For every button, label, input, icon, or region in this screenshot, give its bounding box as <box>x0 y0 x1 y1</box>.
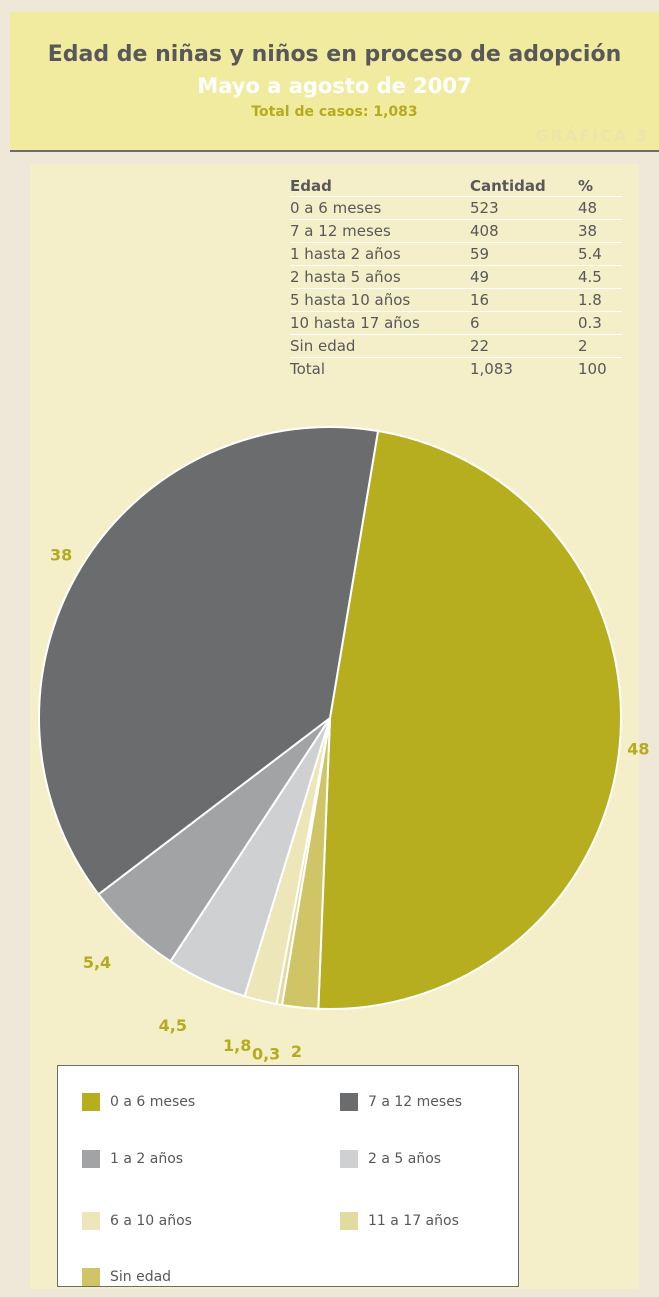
table-cell-percent: 1.8 <box>578 288 622 312</box>
legend-item: 2 a 5 años <box>340 1150 441 1168</box>
data-table: Edad Cantidad % 0 a 6 meses 523 48 7 a 12 m… <box>290 176 622 380</box>
table-row: 0 a 6 meses 523 48 <box>290 196 622 220</box>
table-cell-percent: 0.3 <box>578 311 622 335</box>
chart-subtitle: Mayo a agosto de 2007 <box>197 74 472 98</box>
table-cell-percent: 4.5 <box>578 265 622 289</box>
table-cell-percent: 2 <box>578 334 622 358</box>
legend: 0 a 6 meses 7 a 12 meses 1 a 2 años 2 a 5 a… <box>57 1065 519 1287</box>
legend-label: 1 a 2 años <box>110 1151 184 1167</box>
table-cell-quantity: 16 <box>470 288 578 312</box>
table-row: 1 hasta 2 años 59 5.4 <box>290 242 622 266</box>
total-cases: Total de casos: 1,083 <box>251 104 418 120</box>
table-cell-percent: 38 <box>578 219 622 243</box>
table-cell-quantity: 6 <box>470 311 578 335</box>
table-row: 5 hasta 10 años 16 1.8 <box>290 288 622 312</box>
table-header-row: Edad Cantidad % <box>290 176 622 197</box>
legend-item: 0 a 6 meses <box>82 1093 195 1111</box>
pie-slice-label: 2 <box>291 1042 302 1061</box>
legend-label: 6 a 10 años <box>110 1213 192 1229</box>
column-header-age: Edad <box>290 177 332 195</box>
table-cell-percent: 100 <box>578 357 622 380</box>
table-cell-quantity: 523 <box>470 196 578 220</box>
legend-label: 0 a 6 meses <box>110 1094 196 1110</box>
legend-item: 1 a 2 años <box>82 1150 183 1168</box>
legend-swatch <box>340 1212 358 1230</box>
column-header-quantity: Cantidad <box>470 177 546 195</box>
table-cell-percent: 48 <box>578 196 622 220</box>
legend-swatch <box>82 1212 100 1230</box>
legend-swatch <box>82 1150 100 1168</box>
legend-label: 7 a 12 meses <box>368 1094 463 1110</box>
pie-slice-label: 38 <box>50 545 72 564</box>
column-header-percent: % <box>578 177 594 195</box>
chart-title: Edad de niñas y niños en proceso de adop… <box>47 42 622 67</box>
pie-slice-label: 5,4 <box>83 953 111 972</box>
table-row: 10 hasta 17 años 6 0.3 <box>290 311 622 335</box>
chart-header: Edad de niñas y niños en proceso de adop… <box>10 12 659 152</box>
legend-swatch <box>82 1093 100 1111</box>
legend-item: Sin edad <box>82 1268 171 1286</box>
table-cell-quantity: 1,083 <box>470 357 578 380</box>
table-cell-age: 1 hasta 2 años <box>290 242 470 266</box>
pie-slice-label: 48 <box>627 739 649 758</box>
legend-label: 11 a 17 años <box>368 1213 459 1229</box>
legend-label: 2 a 5 años <box>368 1151 442 1167</box>
table-row: Sin edad 22 2 <box>290 334 622 358</box>
pie-slice-label: 0,3 <box>252 1044 280 1063</box>
table-cell-quantity: 49 <box>470 265 578 289</box>
table-cell-quantity: 22 <box>470 334 578 358</box>
legend-swatch <box>340 1093 358 1111</box>
table-row: 2 hasta 5 años 49 4.5 <box>290 265 622 289</box>
table-cell-quantity: 408 <box>470 219 578 243</box>
chart-number-tag: GRÁFICA 3 <box>535 126 649 145</box>
legend-swatch <box>340 1150 358 1168</box>
table-cell-age: 5 hasta 10 años <box>290 288 470 312</box>
table-cell-age: 2 hasta 5 años <box>290 265 470 289</box>
table-cell-age: Sin edad <box>290 334 470 358</box>
pie-slice <box>317 429 623 1010</box>
table-cell-age: 10 hasta 17 años <box>290 311 470 335</box>
pie-slice-label: 1,8 <box>223 1036 251 1055</box>
pie-slice <box>38 426 380 896</box>
table-cell-quantity: 59 <box>470 242 578 266</box>
table-cell-percent: 5.4 <box>578 242 622 266</box>
legend-item: 11 a 17 años <box>340 1212 459 1230</box>
table-row: Total 1,083 100 <box>290 357 622 380</box>
table-row: 7 a 12 meses 408 38 <box>290 219 622 243</box>
legend-swatch <box>82 1268 100 1286</box>
table-cell-age: 7 a 12 meses <box>290 219 470 243</box>
legend-label: Sin edad <box>110 1269 172 1285</box>
legend-item: 7 a 12 meses <box>340 1093 462 1111</box>
legend-item: 6 a 10 años <box>82 1212 192 1230</box>
table-cell-age: 0 a 6 meses <box>290 196 470 220</box>
table-cell-age: Total <box>290 357 470 380</box>
pie-slice-label: 4,5 <box>159 1016 187 1035</box>
